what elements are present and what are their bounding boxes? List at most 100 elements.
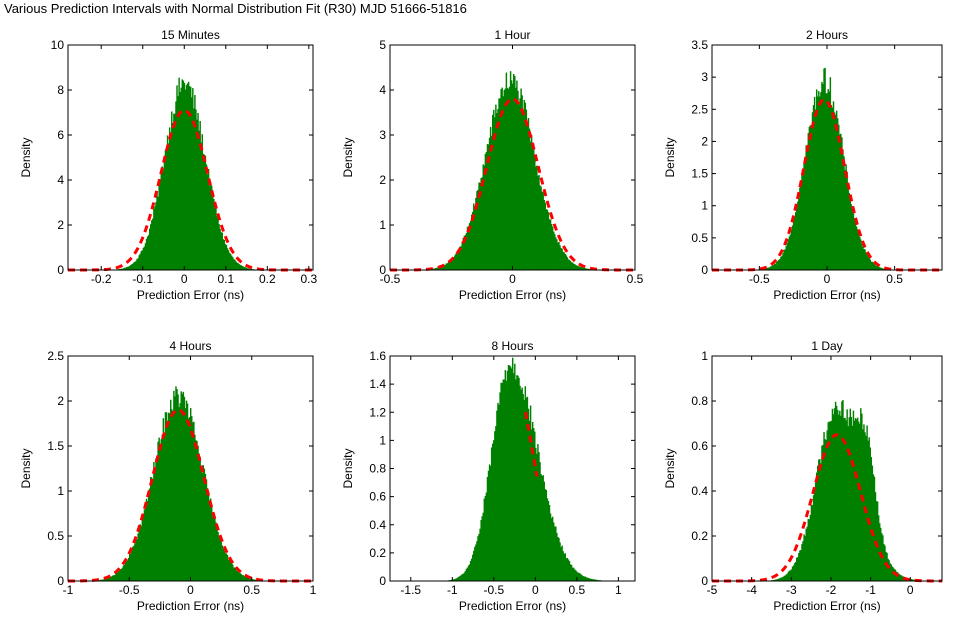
histogram-bar — [477, 536, 479, 581]
histogram-bar — [819, 459, 821, 581]
histogram-bar — [455, 253, 457, 270]
x-axis-label: Prediction Error (ns) — [773, 288, 880, 302]
histogram-bar — [517, 375, 519, 581]
y-tick-label: 0.2 — [691, 529, 708, 543]
histogram-bar — [862, 246, 864, 270]
histogram-bar — [244, 576, 247, 581]
histogram-bar — [577, 265, 579, 270]
histogram-bar — [824, 439, 826, 581]
histogram-bar — [828, 421, 831, 581]
histogram-bar — [855, 419, 858, 581]
histogram-bar — [534, 155, 536, 270]
histogram-bar — [175, 386, 177, 581]
histogram-bar — [596, 579, 598, 581]
y-axis-label: Density — [19, 448, 33, 488]
y-axis-label: Density — [663, 137, 677, 177]
y-tick-label: 0 — [57, 574, 64, 588]
histogram-bar — [780, 577, 782, 581]
histogram-bar — [501, 383, 503, 581]
x-tick-label: -2 — [826, 583, 837, 597]
histogram-bar — [852, 410, 855, 581]
histogram-bar — [474, 206, 476, 270]
histogram-bar — [785, 574, 787, 581]
histogram-bar — [236, 262, 238, 270]
histogram-bar — [874, 265, 877, 270]
histogram-bar — [146, 501, 149, 581]
histogram-bar — [506, 370, 509, 581]
histogram-bar — [781, 255, 783, 270]
histogram-bar — [901, 575, 903, 581]
histogram-bar — [831, 107, 834, 270]
histogram-bar — [485, 151, 488, 270]
histogram-bar — [547, 501, 550, 581]
histogram-bar — [870, 261, 873, 270]
histogram-bar — [537, 175, 539, 270]
histogram-bar — [528, 128, 531, 270]
histogram-bar — [591, 579, 594, 581]
histogram-bar — [797, 557, 799, 581]
histogram-bar — [869, 259, 871, 270]
y-tick-label: 2 — [57, 218, 64, 232]
subplot-title: 1 Hour — [494, 28, 530, 42]
histogram-bar — [113, 575, 115, 581]
histogram-bar — [524, 102, 527, 270]
histogram-bar — [198, 130, 200, 270]
histogram-bar — [199, 456, 201, 581]
histogram-bar — [841, 137, 843, 270]
histogram-bar — [221, 232, 223, 270]
histogram-bar — [563, 252, 565, 270]
histogram-bar — [480, 520, 482, 581]
x-tick-label: 1 — [310, 583, 317, 597]
histogram-bar — [551, 226, 554, 270]
histogram-bar — [847, 426, 849, 581]
histogram-bar — [125, 561, 128, 581]
histogram-bar — [521, 95, 523, 270]
histogram-bar — [853, 420, 856, 581]
histogram-bar — [571, 262, 574, 270]
histogram-bar — [860, 239, 862, 270]
histogram-bar — [121, 567, 124, 581]
x-tick-label: -3 — [786, 583, 797, 597]
histogram-bar — [176, 389, 178, 581]
histogram-bar — [106, 578, 109, 581]
histogram-bar — [898, 574, 901, 581]
histogram-bar — [213, 198, 215, 270]
histogram-bar — [189, 86, 192, 270]
histogram-bar — [833, 408, 836, 581]
histogram-bar — [505, 72, 508, 270]
histogram-bar — [246, 577, 249, 581]
histogram-bar — [157, 441, 159, 581]
histogram-bar — [436, 267, 438, 270]
y-tick-label: 2.5 — [691, 102, 708, 116]
histogram-bar — [800, 181, 802, 270]
histogram-bar — [183, 396, 186, 581]
histogram-bar — [843, 156, 845, 270]
histogram-bar — [542, 192, 544, 270]
histogram-bar — [861, 243, 863, 270]
histogram-bar — [133, 545, 135, 581]
histogram-bar — [229, 253, 232, 270]
y-tick-label: 1.5 — [691, 167, 708, 181]
axes-frame — [711, 355, 943, 582]
histogram-bar — [527, 408, 530, 581]
histogram-bar — [500, 89, 502, 270]
histogram-bar — [211, 505, 213, 581]
y-tick-label: 0.6 — [369, 490, 386, 504]
histogram-bar — [145, 238, 148, 270]
histogram-bar — [237, 263, 239, 270]
histogram-bar — [576, 265, 578, 270]
histogram-bar — [464, 571, 467, 581]
histogram-bar — [775, 579, 777, 581]
histogram-bar — [228, 252, 231, 270]
y-tick-label: 1.2 — [369, 405, 386, 419]
histogram-bar — [814, 482, 817, 581]
histogram-bar — [147, 493, 150, 581]
x-tick-label: -1 — [865, 583, 876, 597]
histogram-bar — [166, 425, 169, 581]
histogram-bar — [232, 257, 234, 270]
histogram-bar — [809, 125, 812, 270]
histogram-bar — [248, 578, 251, 581]
histogram-bar — [873, 263, 876, 270]
histogram-bar — [182, 80, 185, 270]
histogram-bar — [481, 177, 483, 270]
